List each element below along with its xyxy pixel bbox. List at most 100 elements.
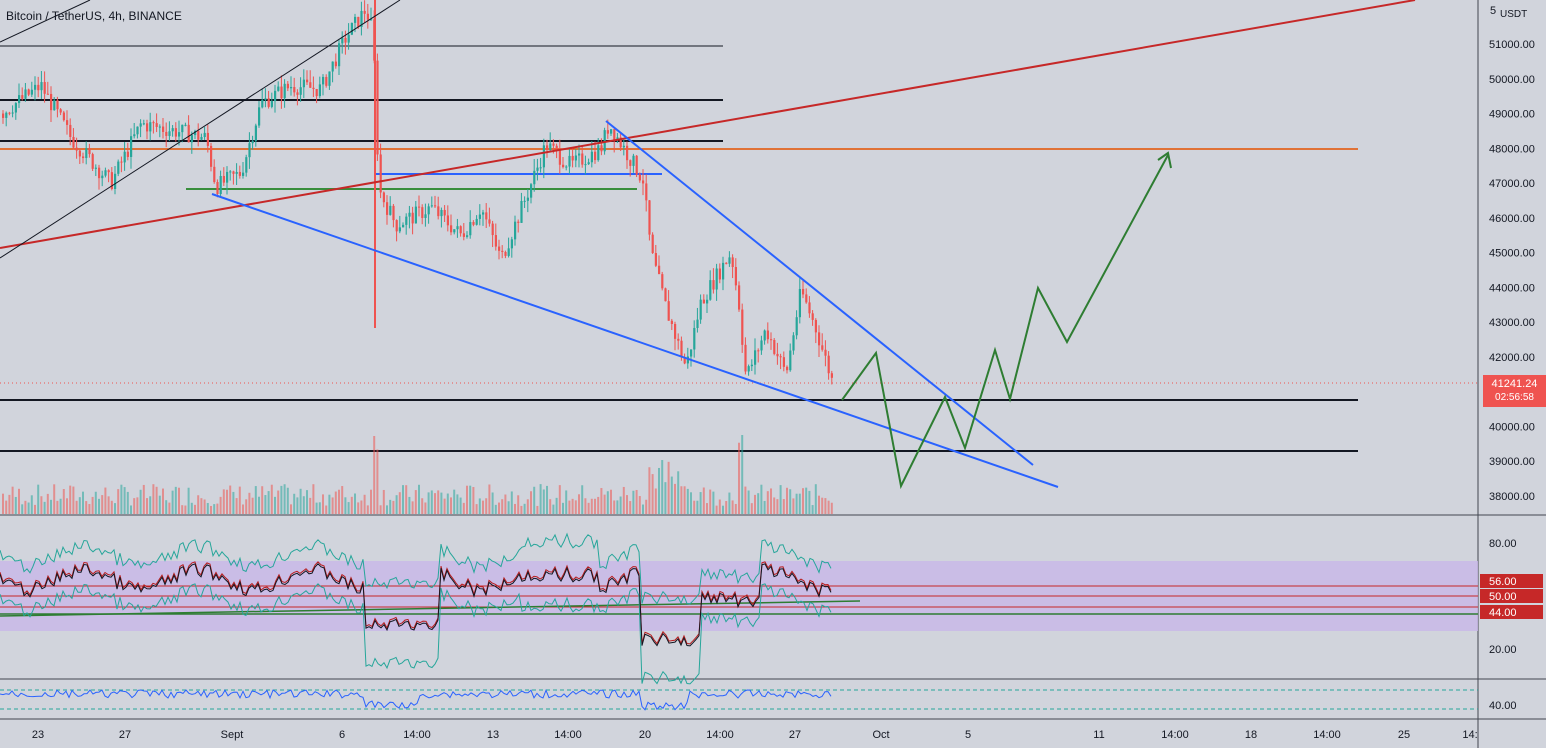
volume-bar bbox=[715, 505, 718, 514]
candle-body bbox=[462, 233, 465, 237]
candle-body bbox=[40, 82, 43, 91]
volume-bar bbox=[706, 503, 708, 514]
volume-bar bbox=[725, 501, 728, 514]
volume-bar bbox=[709, 489, 712, 514]
symbol-header[interactable]: Bitcoin / TetherUS, 4h, BINANCE bbox=[6, 9, 182, 23]
candle-body bbox=[533, 170, 536, 185]
candle-body bbox=[578, 153, 581, 156]
price-scale bbox=[1478, 0, 1546, 748]
candle-body bbox=[523, 200, 526, 202]
volume-bar bbox=[811, 505, 814, 514]
time-tick-label: Oct bbox=[872, 729, 889, 741]
volume-bar bbox=[162, 488, 164, 514]
candle-body bbox=[270, 101, 273, 107]
candle-body bbox=[824, 349, 827, 356]
last-price-tag: 41241.24 bbox=[1483, 375, 1546, 393]
candle-body bbox=[274, 90, 277, 102]
candle-body bbox=[709, 280, 712, 300]
volume-bar bbox=[104, 487, 107, 514]
volume-bar bbox=[504, 494, 507, 514]
volume-bar bbox=[155, 486, 158, 514]
volume-bar bbox=[21, 504, 24, 514]
time-tick-label: 14:00 bbox=[403, 729, 431, 741]
candle-body bbox=[238, 171, 241, 176]
volume-bar bbox=[187, 487, 190, 514]
time-tick-label: 11 bbox=[1093, 729, 1104, 741]
candle-body bbox=[472, 222, 475, 225]
candle-body bbox=[430, 205, 433, 207]
price-tick-label: 45000.00 bbox=[1489, 248, 1535, 260]
candle-body bbox=[114, 173, 117, 190]
volume-bar bbox=[395, 495, 398, 514]
time-tick-label: 14:00 bbox=[1161, 729, 1189, 741]
candle-body bbox=[510, 239, 513, 249]
candle-body bbox=[667, 301, 670, 321]
volume-bar bbox=[610, 489, 612, 514]
candle-body bbox=[120, 161, 123, 163]
candle-body bbox=[658, 265, 661, 275]
volume-bar bbox=[178, 487, 180, 514]
rsi-lower-band bbox=[0, 583, 832, 685]
candle-body bbox=[328, 71, 331, 86]
volume-bar bbox=[574, 500, 577, 514]
candle-body bbox=[469, 222, 472, 236]
volume-bar bbox=[568, 500, 571, 514]
candle-body bbox=[651, 234, 654, 254]
volume-bar bbox=[66, 498, 68, 514]
candle-body bbox=[734, 267, 737, 286]
candle-body bbox=[766, 330, 769, 340]
candle-body bbox=[770, 339, 773, 341]
volume-bar bbox=[11, 486, 14, 514]
volume-bar bbox=[398, 492, 401, 514]
candle-body bbox=[485, 212, 488, 220]
volume-bar bbox=[126, 491, 129, 514]
candle-body bbox=[702, 299, 705, 304]
volume-bar bbox=[242, 504, 244, 514]
volume-bar bbox=[818, 495, 820, 514]
candle-body bbox=[296, 92, 299, 95]
volume-bar bbox=[453, 489, 456, 514]
volume-bar bbox=[434, 493, 436, 514]
volume-bar bbox=[411, 501, 414, 514]
candle-body bbox=[424, 214, 427, 218]
candle-body bbox=[168, 131, 171, 136]
candle-body bbox=[133, 134, 136, 137]
candle-body bbox=[389, 205, 392, 215]
candle-body bbox=[178, 132, 181, 137]
volume-bar bbox=[680, 486, 683, 514]
volume-bar bbox=[120, 484, 123, 514]
candle-body bbox=[594, 151, 597, 161]
volume-bar bbox=[718, 499, 721, 514]
candle-body bbox=[152, 122, 155, 124]
candle-body bbox=[56, 100, 59, 110]
candle-body bbox=[517, 221, 520, 223]
volume-bar bbox=[386, 505, 388, 514]
candle-body bbox=[632, 155, 635, 166]
candle-body bbox=[574, 155, 577, 161]
volume-bar bbox=[686, 488, 689, 514]
candle-body bbox=[258, 107, 261, 126]
volume-bar bbox=[130, 505, 132, 514]
volume-bar bbox=[101, 495, 104, 514]
candle-body bbox=[123, 151, 126, 163]
time-tick-label: 25 bbox=[1398, 729, 1410, 741]
price-tick-label: 48000.00 bbox=[1489, 143, 1535, 155]
candle-body bbox=[808, 302, 811, 314]
volume-bar bbox=[600, 488, 603, 514]
candle-body bbox=[699, 299, 702, 320]
candle-body bbox=[814, 319, 817, 333]
candle-body bbox=[21, 95, 24, 99]
candle-body bbox=[600, 145, 603, 152]
candle-body bbox=[571, 155, 574, 161]
projection-arrowhead bbox=[1157, 151, 1172, 169]
projection-path bbox=[841, 154, 1169, 490]
candle-body bbox=[722, 262, 725, 280]
candle-body bbox=[581, 153, 584, 165]
volume-bar bbox=[171, 490, 174, 514]
candle-body bbox=[98, 167, 101, 179]
volume-bar bbox=[533, 486, 536, 514]
candle-body bbox=[299, 87, 302, 95]
volume-bar bbox=[469, 485, 472, 514]
candle-body bbox=[78, 150, 81, 157]
